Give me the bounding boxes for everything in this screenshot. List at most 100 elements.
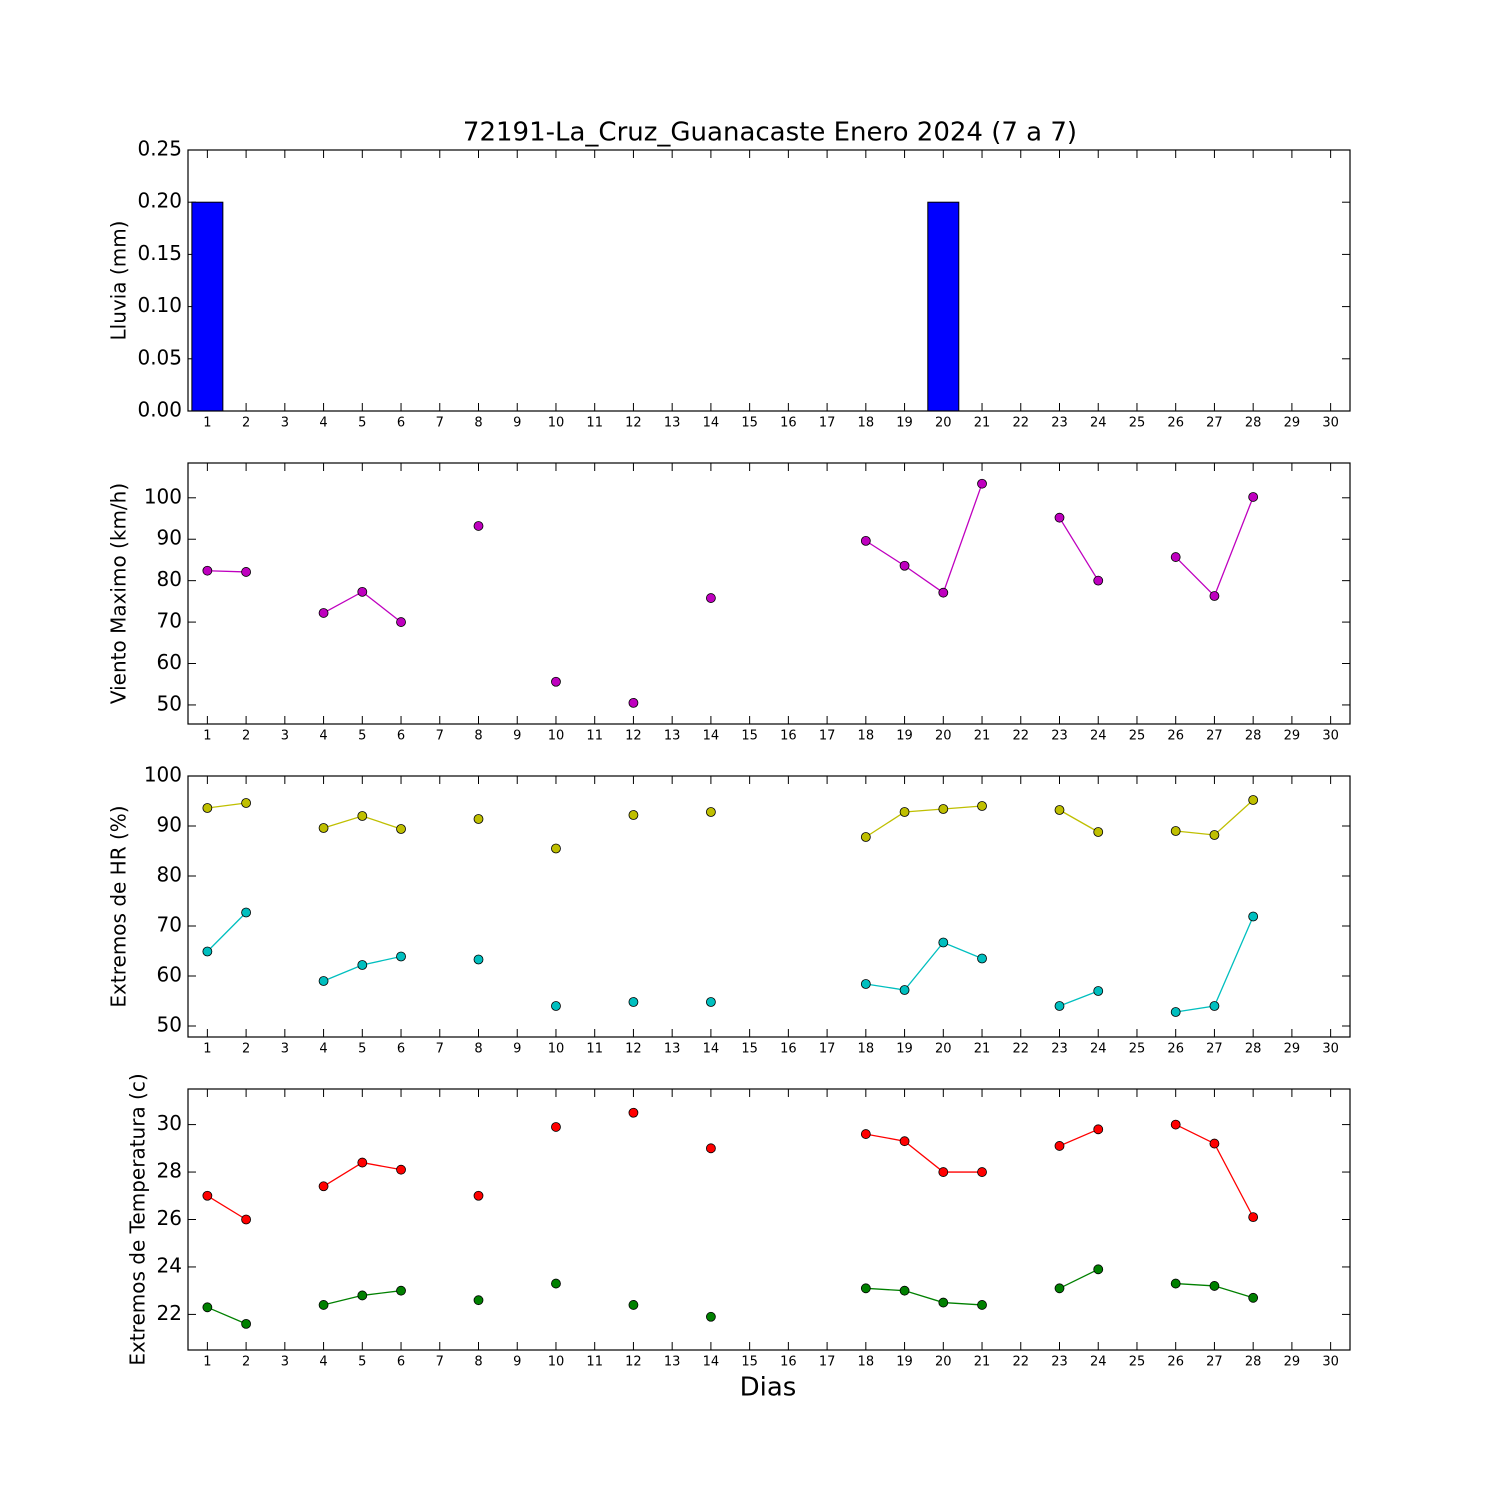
data-point [706,997,716,1007]
x-tick-label: 2 [242,1042,250,1057]
x-tick-label: 18 [858,416,875,431]
x-tick-label: 28 [1245,1042,1262,1057]
x-tick-label: 6 [397,416,405,431]
x-tick-label: 28 [1245,416,1262,431]
data-point [551,1122,561,1132]
x-tick-label: 18 [858,1042,875,1057]
x-tick-label: 4 [319,1355,327,1370]
plot-frame [187,462,1351,725]
x-tick-label: 15 [741,1042,758,1057]
data-point [241,907,252,918]
data-point [1054,1283,1065,1294]
data-point [551,1001,561,1011]
x-tick-label: 25 [1129,1042,1146,1057]
data-point [1248,1292,1259,1303]
data-point [860,535,871,546]
data-point [706,807,716,817]
data-point [1054,512,1065,523]
plot-area [188,776,1350,1037]
x-tick-label: 28 [1245,1355,1262,1370]
x-tick-label: 19 [896,1042,913,1057]
plot-area [188,463,1350,724]
x-tick-label: 10 [548,1355,565,1370]
data-point [396,951,406,962]
x-tick-label: 12 [625,416,642,431]
x-tick-label: 10 [548,416,565,431]
x-tick-label: 16 [780,729,797,744]
data-point [318,1300,329,1310]
x-tick-label: 26 [1167,1042,1184,1057]
x-tick-label: 16 [780,416,797,431]
x-tick-label: 3 [281,416,289,431]
x-tick-label: 23 [1051,416,1068,431]
x-tick-label: 11 [586,1355,603,1370]
data-point [1054,1001,1065,1011]
data-point [938,1297,949,1308]
x-tick-label: 1 [203,1042,211,1057]
x-tick-label: 30 [1322,416,1339,431]
x-tick-label: 30 [1322,729,1339,744]
data-point [1209,1001,1220,1011]
data-point [1248,911,1259,922]
x-tick-label: 25 [1129,1355,1146,1370]
data-point [241,567,252,577]
x-tick-label: 1 [203,1355,211,1370]
data-point [1170,1007,1181,1017]
data-point [977,1167,987,1177]
x-tick-label: 8 [474,416,482,431]
data-point [628,1107,639,1118]
data-point [357,1290,368,1301]
x-tick-label: 26 [1167,729,1184,744]
x-tick-label: 24 [1090,416,1107,431]
x-tick-label: 29 [1284,416,1301,431]
x-tick-label: 6 [397,1042,405,1057]
plot-area [188,150,1350,411]
data-point [202,1302,213,1313]
x-tick-label: 29 [1284,1042,1301,1057]
x-tick-label: 30 [1322,1355,1339,1370]
x-tick-label: 15 [741,729,758,744]
data-point [1093,986,1104,996]
y-tick-label: 0.20 [137,189,182,213]
data-point [1209,1281,1220,1291]
y-tick-label: 0.10 [137,293,182,317]
plot-frame [187,1088,1351,1351]
data-point [202,803,213,813]
x-tick-label: 14 [703,416,720,431]
data-point [1209,591,1220,601]
data-point [977,801,987,811]
x-tick-label: 7 [436,416,444,431]
x-tick-label: 5 [358,1042,366,1057]
data-point [899,1285,910,1296]
data-point [860,1283,871,1294]
y-tick-label: 0.05 [137,345,182,369]
x-tick-label: 11 [586,416,603,431]
x-tick-label: 6 [397,729,405,744]
x-tick-label: 16 [780,1042,797,1057]
data-point [473,954,484,965]
data-point [706,1143,716,1154]
x-tick-label: 10 [548,1042,565,1057]
x-tick-label: 22 [1012,729,1029,744]
x-tick-label: 3 [281,1355,289,1370]
data-point [860,979,871,989]
x-tick-label: 13 [664,1355,681,1370]
x-tick-label: 9 [513,1042,521,1057]
bar [191,201,224,412]
y-tick-label: 26 [157,1206,182,1230]
x-tick-label: 24 [1090,1042,1107,1057]
x-tick-label: 22 [1012,1355,1029,1370]
x-tick-label: 23 [1051,729,1068,744]
data-point [473,814,484,824]
y-tick-label: 22 [157,1301,182,1325]
data-point [628,997,639,1007]
y-tick-label: 70 [157,609,182,633]
data-point [357,811,368,821]
y-tick-label: 60 [157,650,182,674]
x-tick-label: 13 [664,1042,681,1057]
y-tick-label: 0.00 [137,398,182,422]
x-tick-label: 8 [474,1355,482,1370]
data-point [1093,575,1104,586]
plot-area [188,1089,1350,1350]
x-tick-label: 5 [358,416,366,431]
